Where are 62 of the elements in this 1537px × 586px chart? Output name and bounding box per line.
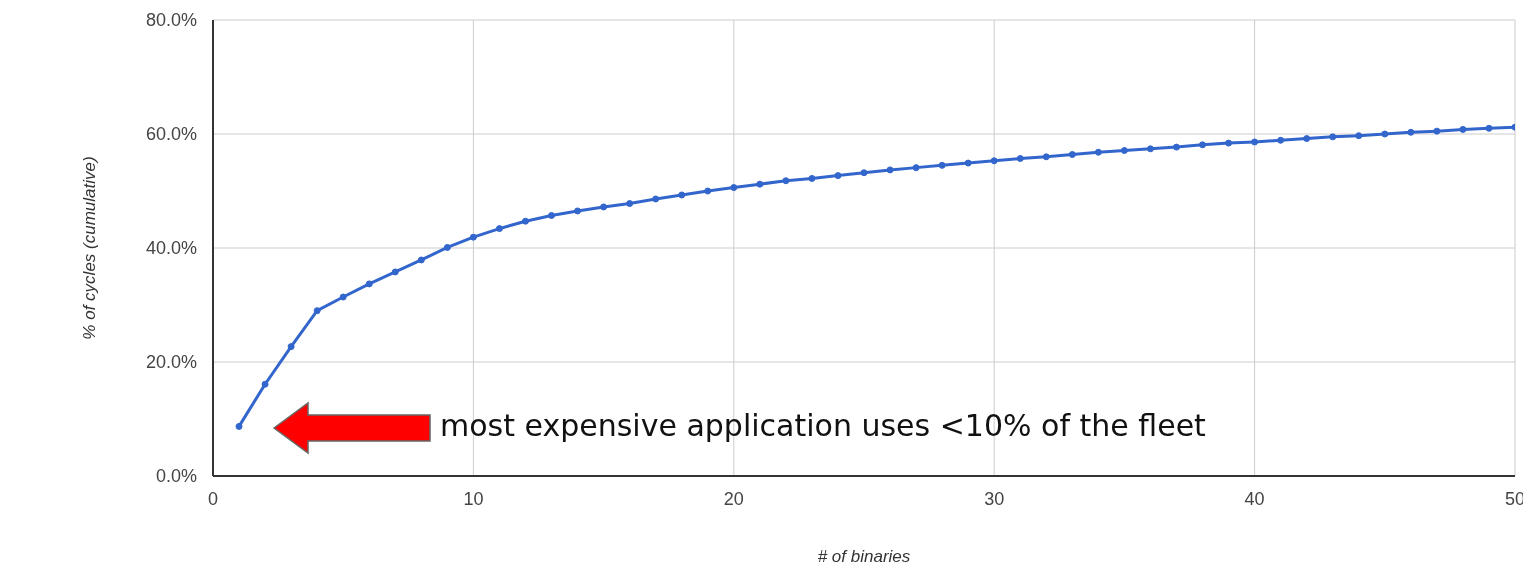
annotation: most expensive application uses <10% of the fleet [440,408,1206,443]
x-tick-label: 20 [723,488,744,509]
point [417,256,425,264]
point [469,233,477,241]
point [548,212,556,220]
point [574,207,582,215]
point [1329,133,1337,141]
point [756,180,764,188]
point [1407,128,1415,136]
point [391,268,399,276]
point [860,169,868,177]
point [1172,143,1180,151]
point [990,157,998,165]
point [1120,147,1128,155]
point [652,195,660,203]
point [365,280,373,288]
point [495,225,503,233]
point [443,243,451,251]
point [287,343,295,351]
y-tick-label: 60.0% [145,124,197,145]
point [1459,125,1467,133]
point [600,203,608,211]
point [808,174,816,182]
x-tick-label: 10 [463,488,484,509]
point [704,187,712,195]
point [886,166,894,174]
point [782,177,790,185]
point [1225,139,1233,147]
point [313,307,321,315]
point [235,422,243,430]
y-tick-label: 80.0% [145,10,197,31]
x-tick-label: 40 [1244,488,1265,509]
point [521,217,529,225]
point [1146,145,1154,153]
point [678,191,686,199]
x-axis-title: # of binaries [817,547,911,566]
y-axis-title: % of cycles (cumulative) [80,156,100,340]
point [1016,155,1024,163]
point [964,159,972,167]
point [1381,130,1389,138]
x-tick-label: 0 [207,488,219,509]
point [261,380,269,388]
point [1277,136,1285,144]
point [1303,135,1311,143]
point [730,184,738,192]
point [626,200,634,208]
point [1485,124,1493,132]
point [1433,127,1441,135]
point [1251,138,1259,146]
y-tick-label: 40.0% [145,238,197,259]
point [938,161,946,169]
point [1042,153,1050,161]
point [1094,148,1102,156]
y-tick-label: 0.0% [155,466,197,487]
x-tick-label: 30 [984,488,1005,509]
point [1068,151,1076,159]
point [339,293,347,301]
point [834,172,842,180]
point [1355,132,1363,140]
point [912,164,920,172]
y-tick-label: 20.0% [145,352,197,373]
point [1199,141,1207,149]
